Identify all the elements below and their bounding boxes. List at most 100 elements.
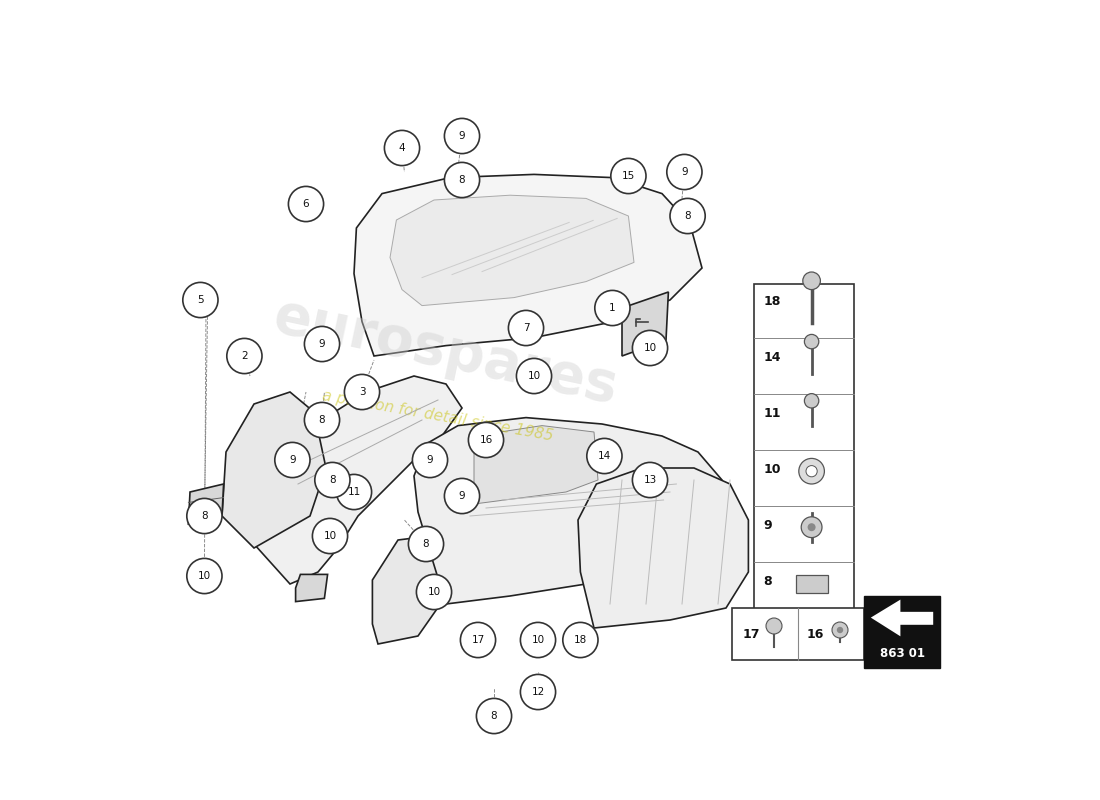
Text: 863 01: 863 01	[880, 647, 925, 660]
Text: 9: 9	[427, 455, 433, 465]
Polygon shape	[621, 292, 669, 356]
Circle shape	[670, 198, 705, 234]
FancyBboxPatch shape	[754, 284, 854, 648]
Text: a passion for detail since 1985: a passion for detail since 1985	[321, 388, 554, 444]
Circle shape	[586, 438, 622, 474]
Polygon shape	[373, 536, 450, 644]
Polygon shape	[296, 574, 328, 602]
Circle shape	[288, 186, 323, 222]
Circle shape	[444, 162, 480, 198]
Text: 5: 5	[197, 295, 204, 305]
Text: 2: 2	[241, 351, 248, 361]
Circle shape	[384, 130, 419, 166]
Circle shape	[469, 422, 504, 458]
Circle shape	[799, 458, 824, 484]
Circle shape	[804, 334, 818, 349]
Text: 8: 8	[763, 575, 772, 588]
Text: 14: 14	[763, 351, 781, 364]
Text: 17: 17	[742, 627, 760, 641]
Circle shape	[344, 374, 380, 410]
Circle shape	[444, 118, 480, 154]
Text: 10: 10	[644, 343, 657, 353]
Text: 18: 18	[574, 635, 587, 645]
Circle shape	[183, 282, 218, 318]
Circle shape	[187, 558, 222, 594]
Text: 14: 14	[597, 451, 611, 461]
FancyBboxPatch shape	[865, 596, 940, 668]
Circle shape	[667, 154, 702, 190]
Circle shape	[632, 462, 668, 498]
Text: 17: 17	[472, 635, 485, 645]
Polygon shape	[254, 376, 462, 584]
Circle shape	[476, 698, 512, 734]
Text: 4: 4	[398, 143, 405, 153]
Circle shape	[832, 622, 848, 638]
Polygon shape	[871, 600, 933, 636]
Circle shape	[803, 272, 821, 290]
Polygon shape	[354, 174, 702, 356]
Text: 9: 9	[289, 455, 296, 465]
Circle shape	[187, 498, 222, 534]
Text: 10: 10	[531, 635, 544, 645]
Text: 9: 9	[459, 491, 465, 501]
Polygon shape	[188, 484, 223, 524]
Circle shape	[417, 574, 452, 610]
Circle shape	[312, 518, 348, 554]
FancyBboxPatch shape	[733, 608, 865, 660]
Text: 8: 8	[319, 415, 326, 425]
Text: 15: 15	[621, 171, 635, 181]
Text: 1: 1	[609, 303, 616, 313]
Polygon shape	[390, 195, 634, 306]
Circle shape	[804, 394, 818, 408]
Circle shape	[305, 402, 340, 438]
Text: 11: 11	[348, 487, 361, 497]
Circle shape	[227, 338, 262, 374]
Text: 9: 9	[459, 131, 465, 141]
Circle shape	[801, 517, 822, 538]
Text: 10: 10	[198, 571, 211, 581]
Text: 10: 10	[527, 371, 540, 381]
Text: 8: 8	[329, 475, 336, 485]
Circle shape	[766, 618, 782, 634]
Circle shape	[520, 674, 556, 710]
Polygon shape	[414, 418, 726, 604]
Circle shape	[807, 523, 815, 531]
Circle shape	[632, 330, 668, 366]
Circle shape	[837, 627, 844, 634]
Circle shape	[516, 358, 551, 394]
Circle shape	[315, 462, 350, 498]
Text: eurospares: eurospares	[268, 289, 624, 415]
Circle shape	[275, 442, 310, 478]
Polygon shape	[474, 426, 598, 504]
Circle shape	[461, 622, 496, 658]
Text: 8: 8	[201, 511, 208, 521]
Text: 12: 12	[531, 687, 544, 697]
Circle shape	[508, 310, 543, 346]
Circle shape	[408, 526, 443, 562]
Text: 8: 8	[422, 539, 429, 549]
Text: 8: 8	[491, 711, 497, 721]
Text: 9: 9	[681, 167, 688, 177]
Text: 13: 13	[644, 475, 657, 485]
Polygon shape	[222, 392, 326, 548]
Circle shape	[412, 442, 448, 478]
Circle shape	[806, 466, 817, 477]
Text: 8: 8	[459, 175, 465, 185]
Text: 7: 7	[522, 323, 529, 333]
Text: 10: 10	[763, 463, 781, 476]
Circle shape	[305, 326, 340, 362]
Text: 10: 10	[323, 531, 337, 541]
Text: 18: 18	[763, 295, 781, 308]
Text: 16: 16	[806, 627, 824, 641]
Circle shape	[563, 622, 598, 658]
Text: 10: 10	[428, 587, 441, 597]
Circle shape	[337, 474, 372, 510]
Text: 11: 11	[763, 407, 781, 420]
Text: 6: 6	[302, 199, 309, 209]
Text: 3: 3	[359, 387, 365, 397]
FancyBboxPatch shape	[795, 575, 827, 593]
Text: 9: 9	[763, 519, 772, 532]
Text: 9: 9	[319, 339, 326, 349]
Circle shape	[444, 478, 480, 514]
Circle shape	[520, 622, 556, 658]
